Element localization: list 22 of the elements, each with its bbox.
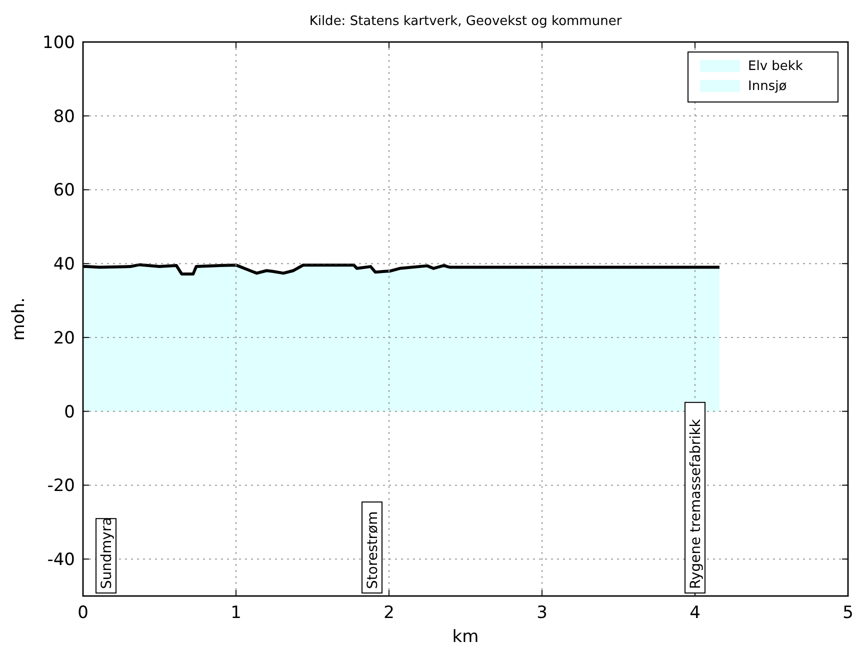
- x-tick-label: 2: [384, 603, 394, 623]
- x-tick-label: 5: [842, 603, 854, 623]
- y-tick-label: 60: [53, 180, 75, 201]
- annotation: Sundmyra: [99, 517, 115, 589]
- legend-label: Innsjø: [748, 79, 787, 94]
- y-tick-label: -20: [47, 476, 75, 496]
- y-tick-label: 20: [53, 328, 75, 348]
- chart-title: Kilde: Statens kartverk, Geovekst og kommuner: [309, 14, 622, 29]
- y-axis-title: moh.: [9, 297, 29, 341]
- y-tick-label: 40: [53, 254, 75, 275]
- annotation: Storestrøm: [365, 511, 381, 589]
- x-tick-label: 0: [78, 603, 88, 623]
- x-tick-label: 4: [690, 603, 700, 623]
- x-tick-label: 3: [536, 603, 548, 623]
- x-tick-label: 1: [230, 603, 242, 623]
- y-tick-label: 100: [42, 32, 75, 53]
- legend-label: Elv bekk: [748, 59, 804, 74]
- x-axis-title: km: [452, 627, 479, 646]
- annotation: Rygene tremassefabrikk: [688, 418, 704, 589]
- y-tick-label: 0: [64, 402, 75, 422]
- y-tick-label: 80: [53, 106, 75, 127]
- y-tick-label: -40: [47, 550, 75, 570]
